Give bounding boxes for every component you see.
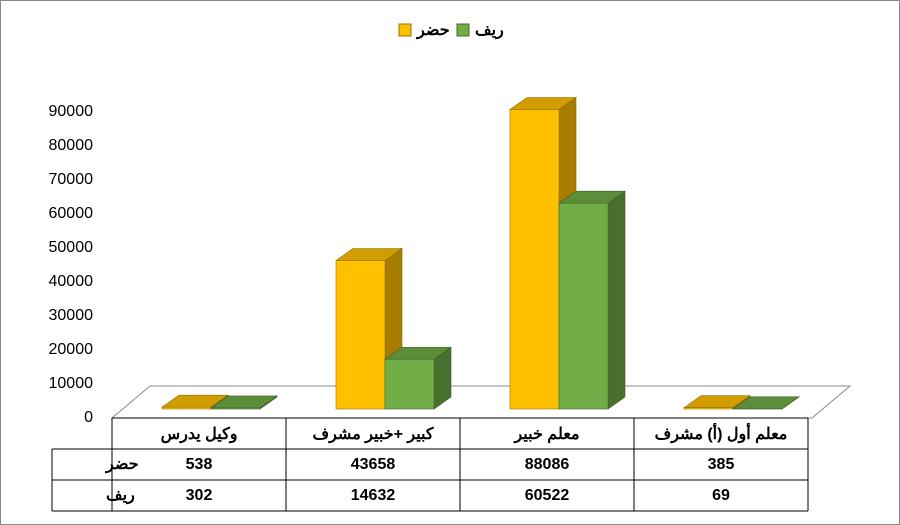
category-label: معلم خبير	[513, 426, 579, 444]
bar	[161, 406, 212, 410]
y-tick-label: 60000	[49, 205, 94, 222]
category-label: وكيل يدرس	[161, 426, 238, 444]
legend-swatch	[456, 23, 470, 37]
category-label: كبير +خبير مشرف	[313, 426, 434, 444]
legend-swatch	[398, 23, 412, 37]
table-value: 538	[186, 456, 213, 473]
bar	[683, 407, 734, 410]
table-value: 43658	[351, 456, 396, 473]
y-tick-label: 10000	[49, 375, 94, 392]
y-tick-label: 40000	[49, 273, 94, 290]
y-tick-label: 20000	[49, 341, 94, 358]
bar	[558, 202, 609, 410]
bar	[384, 358, 435, 410]
y-tick-label: 90000	[49, 103, 94, 120]
table-series-name: ريف	[106, 487, 135, 505]
y-tick-label: 70000	[49, 171, 94, 188]
table-value: 60522	[525, 487, 570, 504]
y-tick-label: 0	[84, 409, 93, 426]
bar	[335, 260, 386, 410]
table-value: 385	[708, 456, 735, 473]
table-series-name: حضر	[105, 456, 139, 474]
bar	[509, 109, 560, 410]
legend-label: ريف	[475, 22, 504, 40]
table-value: 14632	[351, 487, 396, 504]
table-value: 69	[712, 487, 730, 504]
y-tick-label: 30000	[49, 307, 94, 324]
y-tick-label: 80000	[49, 137, 94, 154]
bar	[210, 407, 261, 410]
category-label: معلم أول (أ) مشرف	[655, 422, 788, 444]
table-value: 302	[186, 487, 213, 504]
legend-label: حضر	[416, 22, 450, 40]
bar-side	[607, 190, 626, 410]
table-value: 88086	[525, 456, 570, 473]
y-tick-label: 50000	[49, 239, 94, 256]
